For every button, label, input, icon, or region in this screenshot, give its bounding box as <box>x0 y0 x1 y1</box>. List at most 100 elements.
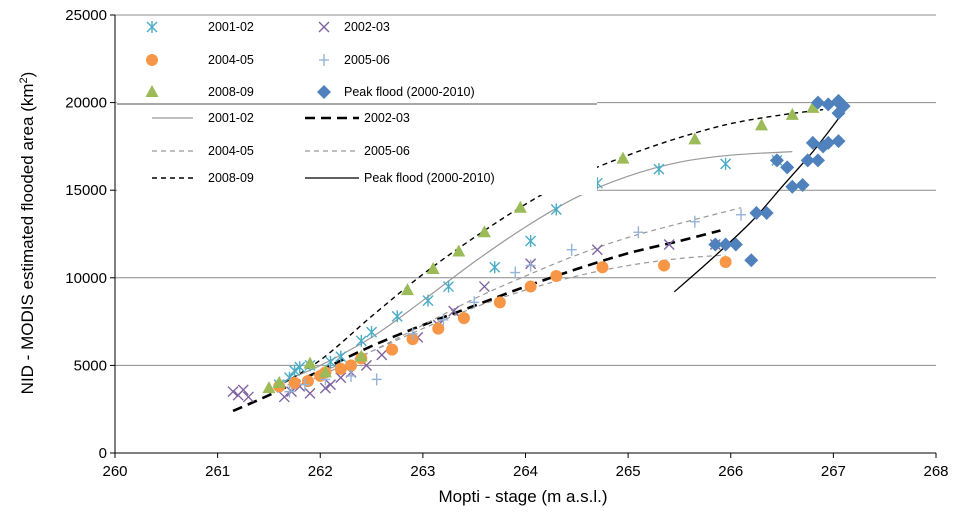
trendline-5 <box>673 110 845 293</box>
point-triangle <box>426 262 440 275</box>
point-plus <box>633 226 644 239</box>
point-diamond <box>831 134 846 149</box>
point-diamond <box>785 179 800 194</box>
y-tick-label: 10000 <box>65 270 107 287</box>
legend-label: 2004-05 <box>208 144 254 158</box>
point-plus <box>284 385 295 398</box>
legend-label: 2005-06 <box>364 144 410 158</box>
point-triangle <box>755 118 769 131</box>
legend-label: 2001-02 <box>208 111 254 125</box>
point-triangle <box>785 107 799 120</box>
axes: 0 5000 10000 15000 20000 25000 260 261 262 263 264… <box>65 7 948 480</box>
point-x <box>591 244 603 256</box>
point-x <box>478 281 490 293</box>
legend-marker-plus <box>319 54 329 66</box>
point-circle <box>386 343 399 356</box>
legend-label: 2008-09 <box>208 171 254 185</box>
x-tick-label: 261 <box>205 463 230 480</box>
trendline-0 <box>278 151 793 384</box>
legend: 2001-02 2002-03 2004-05 2005-06 2008-09 Peak … <box>117 17 597 195</box>
point-asterisk <box>489 261 501 274</box>
x-tick-label: 262 <box>308 463 333 480</box>
point-x <box>376 349 388 361</box>
point-asterisk <box>355 334 367 347</box>
legend-marker-x <box>318 21 330 33</box>
point-triangle <box>400 283 414 296</box>
point-circle <box>596 261 609 274</box>
point-triangle <box>513 200 527 213</box>
legend-background <box>117 17 597 195</box>
point-circle <box>658 259 671 272</box>
legend-label: 2008-09 <box>208 85 254 99</box>
point-diamond <box>780 160 795 175</box>
point-asterisk <box>550 203 562 216</box>
point-circle <box>719 256 732 269</box>
point-asterisk <box>325 355 337 368</box>
point-diamond <box>749 205 764 220</box>
point-triangle <box>303 356 317 369</box>
data-points <box>227 93 851 403</box>
point-x <box>335 372 347 384</box>
point-circle <box>334 362 347 375</box>
point-circle <box>493 296 506 309</box>
point-asterisk <box>289 364 301 377</box>
legend-label: 2002-03 <box>364 111 410 125</box>
point-plus <box>736 208 747 221</box>
point-x <box>227 386 239 398</box>
x-tick-label: 260 <box>102 463 127 480</box>
point-asterisk <box>391 310 403 323</box>
point-x <box>278 391 290 403</box>
point-x <box>304 387 316 399</box>
point-x <box>319 382 331 394</box>
legend-label: 2001-02 <box>208 20 254 34</box>
legend-marker-diamond <box>317 85 331 99</box>
point-diamond <box>831 93 846 108</box>
legend-label: 2005-06 <box>344 53 390 67</box>
point-circle <box>524 280 537 293</box>
point-diamond <box>759 205 774 220</box>
point-plus <box>689 215 700 228</box>
point-circle <box>345 359 358 372</box>
x-tick-label: 268 <box>923 463 948 480</box>
point-diamond <box>800 153 815 168</box>
legend-label: Peak flood (2000-2010) <box>364 171 495 185</box>
x-tick-label: 266 <box>718 463 743 480</box>
point-x <box>237 384 249 396</box>
x-tick-label: 263 <box>410 463 435 480</box>
point-x <box>242 391 254 403</box>
point-diamond <box>718 237 733 252</box>
point-triangle <box>452 244 466 257</box>
point-triangle <box>477 225 491 238</box>
point-asterisk <box>653 163 665 176</box>
legend-label: Peak flood (2000-2010) <box>344 85 475 99</box>
y-tick-label: 15000 <box>65 182 107 199</box>
point-asterisk <box>443 280 455 293</box>
point-plus <box>407 327 418 340</box>
point-triangle <box>688 132 702 145</box>
point-diamond <box>708 237 723 252</box>
legend-marker-asterisk <box>146 21 158 33</box>
x-tick-label: 265 <box>616 463 641 480</box>
y-tick-label: 5000 <box>74 357 107 374</box>
legend-label: 2002-03 <box>344 20 390 34</box>
trendline-4 <box>268 108 824 393</box>
trendline-3 <box>289 207 742 391</box>
point-diamond <box>769 153 784 168</box>
legend-label: 2004-05 <box>208 53 254 67</box>
point-x <box>448 305 460 317</box>
legend-marker-circle <box>146 54 158 66</box>
point-diamond <box>810 95 825 110</box>
point-triangle <box>354 349 368 362</box>
point-asterisk <box>335 350 347 363</box>
point-triangle <box>272 375 286 388</box>
point-diamond <box>795 177 810 192</box>
point-triangle <box>806 100 820 113</box>
point-asterisk <box>366 326 378 339</box>
x-tick-label: 264 <box>513 463 538 480</box>
point-circle <box>457 312 470 325</box>
point-diamond <box>810 153 825 168</box>
point-plus <box>469 296 480 309</box>
point-asterisk <box>525 235 537 248</box>
y-tick-label: 0 <box>99 445 107 462</box>
